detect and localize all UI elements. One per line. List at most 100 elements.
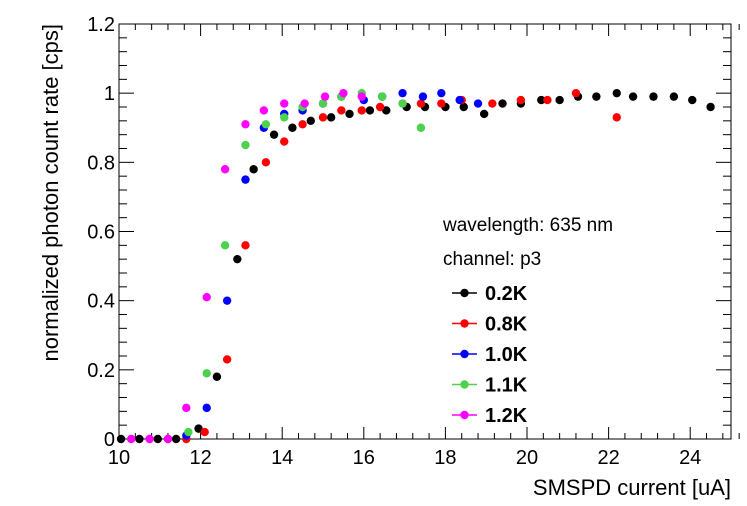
data-point [153,434,162,444]
data-point [365,106,375,115]
x-tick-label: 18 [434,447,456,469]
data-point [688,95,697,105]
axis-tick-labels: 10 12 14 16 18 20 22 24 0 0.2 0.4 0.6 0.8 1 1.2 [87,14,701,469]
data-point [261,120,271,129]
data-point [194,424,203,433]
x-tick-label: 16 [353,447,375,469]
data-point [437,99,446,108]
data-point [555,95,564,105]
data-point [241,120,250,129]
data-point [649,92,658,101]
data-point [418,92,428,101]
data-point [416,99,426,108]
legend-entry: 0.8K [452,314,528,336]
data-point [669,92,679,101]
data-point [437,88,446,98]
y-tick-label: 1 [104,83,115,105]
data-point [455,95,464,105]
data-point [459,102,468,112]
data-point [127,434,136,444]
legend: 0.2K 0.8K 1.0K 1.1K 1.2K [452,283,528,427]
data-point [571,88,581,98]
data-point [398,88,407,98]
legend-marker [460,349,469,359]
data-point [473,99,483,108]
legend-entry: 1.2K [452,405,528,427]
legend-entry: 1.0K [452,344,528,366]
legend-label: 1.1K [485,375,528,397]
data-point [516,95,526,105]
data-point [498,99,507,108]
data-point [202,403,211,413]
series-1.1K [184,88,426,437]
data-point [202,369,211,378]
data-point [318,113,328,122]
x-tick-label: 14 [271,447,293,469]
data-point [280,99,289,108]
data-point [320,92,330,101]
x-tick-label: 24 [679,447,701,469]
legend-marker [460,319,469,328]
data-point [543,95,552,105]
data-point [222,355,232,364]
data-point [249,165,258,174]
data-point [612,88,621,98]
data-point [145,434,154,444]
data-point [233,254,242,264]
data-point [382,106,391,115]
data-point [269,130,279,139]
annotation-channel: channel: p3 [443,249,541,270]
data-point [135,434,144,444]
x-tick-label: 10 [108,447,130,469]
data-point [375,102,385,112]
data-point [298,120,307,129]
data-point [200,427,209,437]
data-point [339,88,348,98]
legend-label: 1.0K [485,344,528,366]
data-point [171,434,181,444]
data-point [357,92,366,101]
x-tick-label: 20 [516,447,538,469]
data-point [537,95,546,105]
data-points [116,88,715,444]
data-point [163,434,173,444]
legend-marker [460,288,469,298]
data-point [212,372,222,381]
data-point [592,92,601,101]
y-tick-label: 0.4 [87,291,115,313]
legend-marker [460,410,469,420]
data-point [182,403,191,413]
series-0.2K [116,88,715,444]
legend-label: 0.2K [485,283,528,305]
x-axis-title: SMSPD current [uA] [533,475,731,500]
data-point [357,106,366,115]
series-1.2K [127,88,366,444]
legend-label: 1.2K [485,405,528,427]
data-point [377,92,387,101]
legend-entry: 0.2K [452,283,528,305]
data-point [241,140,250,150]
data-point [345,109,354,119]
data-point [280,137,289,146]
data-point [259,106,269,115]
data-point [337,106,346,115]
legend-entry: 1.1K [452,375,528,397]
data-point [241,175,250,184]
data-point [184,427,193,437]
data-point [706,102,715,112]
data-point [300,99,309,108]
data-point [220,165,230,174]
data-point [326,113,336,122]
y-tick-label: 0.8 [87,152,115,174]
data-point [416,123,426,132]
data-point [288,123,297,132]
data-point [479,109,489,119]
data-point [398,99,407,108]
legend-label: 0.8K [485,314,528,336]
data-point [318,99,328,108]
y-tick-label: 1.2 [87,14,115,36]
data-point [202,293,211,302]
data-point [628,92,638,101]
